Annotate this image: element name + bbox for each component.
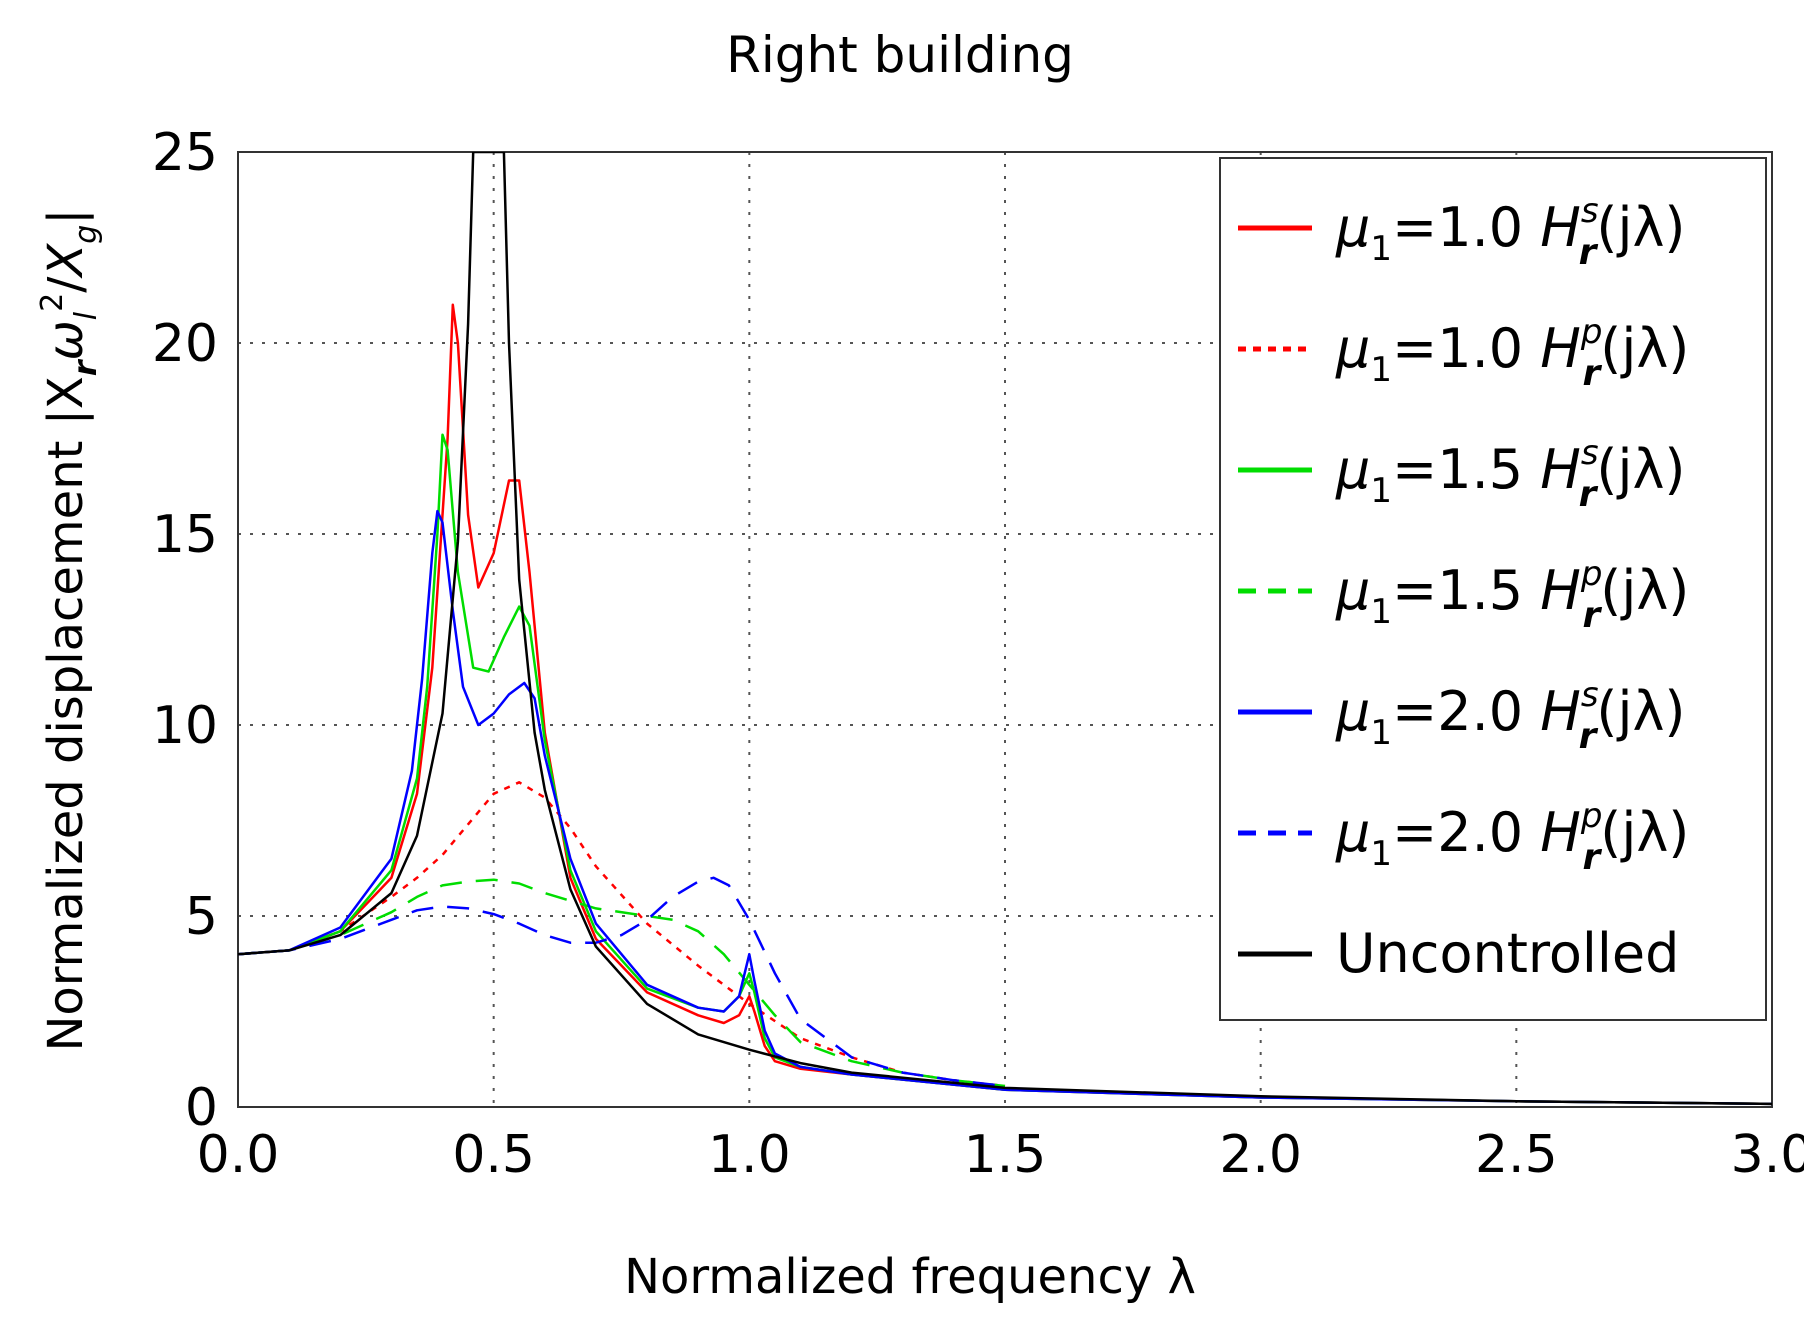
x-tick-label: 0.0	[197, 1125, 280, 1185]
series-line-5	[238, 876, 1006, 1088]
y-axis-title-prefix: Normalized displacement |X	[38, 376, 94, 1051]
legend-label-0: μ1=1.0 Hs r(jλ)	[1335, 191, 1686, 273]
y-axis-title-sub-r: r	[66, 358, 104, 376]
legend-label-6: Uncontrolled	[1336, 922, 1679, 985]
legend-label-3: μ1=1.5 Hp r(jλ)	[1335, 554, 1689, 636]
y-tick-label: 20	[152, 314, 218, 374]
y-tick-label: 25	[152, 123, 218, 183]
y-axis-title: Normalized displacement |Xrωl2/Xg|	[35, 209, 104, 1052]
legend-label-5: μ1=2.0 Hp r(jλ)	[1335, 796, 1689, 878]
y-tick-label: 10	[152, 696, 218, 756]
series-line-3	[238, 878, 1006, 1088]
y-tick-label: 0	[185, 1078, 218, 1138]
series-line-4	[238, 509, 1772, 1106]
legend-label-4: μ1=2.0 Hs r(jλ)	[1335, 675, 1686, 757]
legend: μ1=1.0 Hs r(jλ) μ1=1.0 Hp r(jλ) μ1=1.5 Hs r(j…	[1219, 157, 1767, 1021]
y-axis-title-xg: X	[38, 243, 94, 280]
y-axis-title-sub-g: g	[69, 225, 104, 244]
x-axis-title: Normalized frequency λ	[624, 1249, 1196, 1305]
y-axis-ticks: 0 5 10 15 20 25	[152, 123, 218, 1138]
x-tick-label: 0.5	[452, 1125, 535, 1185]
legend-label-1: μ1=1.0 Hp r(jλ)	[1335, 312, 1689, 394]
y-axis-title-slash: /	[38, 276, 94, 293]
y-axis-title-bar: |	[38, 209, 94, 225]
legend-items: μ1=1.0 Hs r(jλ) μ1=1.0 Hp r(jλ) μ1=1.5 Hs r(j…	[1238, 191, 1689, 985]
x-axis-ticks: 0.0 0.5 1.0 1.5 2.0 2.5 3.0	[197, 1125, 1804, 1185]
x-tick-label: 2.5	[1475, 1125, 1558, 1185]
x-tick-label: 3.0	[1731, 1125, 1804, 1185]
y-tick-label: 15	[152, 505, 218, 565]
series-line-6	[238, 152, 1772, 1106]
plot-frame	[237, 151, 1773, 1108]
y-axis-title-sup-2: 2	[35, 293, 70, 312]
series-line-1	[238, 781, 1006, 1088]
y-tick-label: 5	[185, 887, 218, 947]
series-group	[238, 152, 1772, 1106]
chart-title: Right building	[726, 26, 1074, 84]
legend-label-2: μ1=1.5 Hs r(jλ)	[1335, 433, 1686, 515]
x-tick-label: 1.5	[964, 1125, 1047, 1185]
x-tick-label: 2.0	[1219, 1125, 1302, 1185]
x-tick-label: 1.0	[708, 1125, 791, 1185]
y-axis-title-omega: ω	[38, 320, 94, 360]
y-axis-title-sub-l: l	[69, 311, 104, 320]
